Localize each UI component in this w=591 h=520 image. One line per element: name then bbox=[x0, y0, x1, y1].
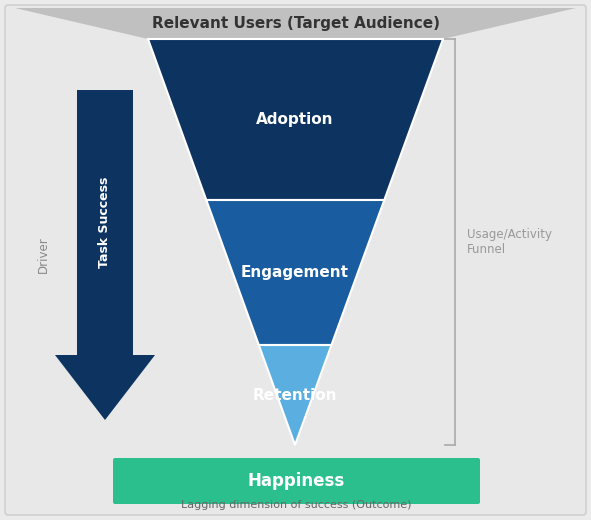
Polygon shape bbox=[206, 200, 384, 345]
Text: Usage/Activity
Funnel: Usage/Activity Funnel bbox=[467, 228, 552, 256]
Text: Task Success: Task Success bbox=[99, 177, 112, 268]
FancyBboxPatch shape bbox=[113, 458, 480, 504]
Polygon shape bbox=[148, 39, 443, 200]
Text: Engagement: Engagement bbox=[241, 265, 349, 280]
Polygon shape bbox=[259, 345, 332, 445]
Polygon shape bbox=[55, 355, 155, 420]
FancyBboxPatch shape bbox=[5, 5, 586, 515]
Text: Relevant Users (Target Audience): Relevant Users (Target Audience) bbox=[151, 16, 440, 31]
Text: Happiness: Happiness bbox=[248, 472, 345, 490]
Text: Driver: Driver bbox=[37, 237, 50, 274]
Polygon shape bbox=[15, 8, 576, 39]
Text: Lagging dimension of success (Outcome): Lagging dimension of success (Outcome) bbox=[181, 500, 412, 510]
Text: Adoption: Adoption bbox=[256, 112, 334, 127]
Text: Retention: Retention bbox=[253, 387, 337, 402]
Bar bbox=[77, 90, 133, 355]
